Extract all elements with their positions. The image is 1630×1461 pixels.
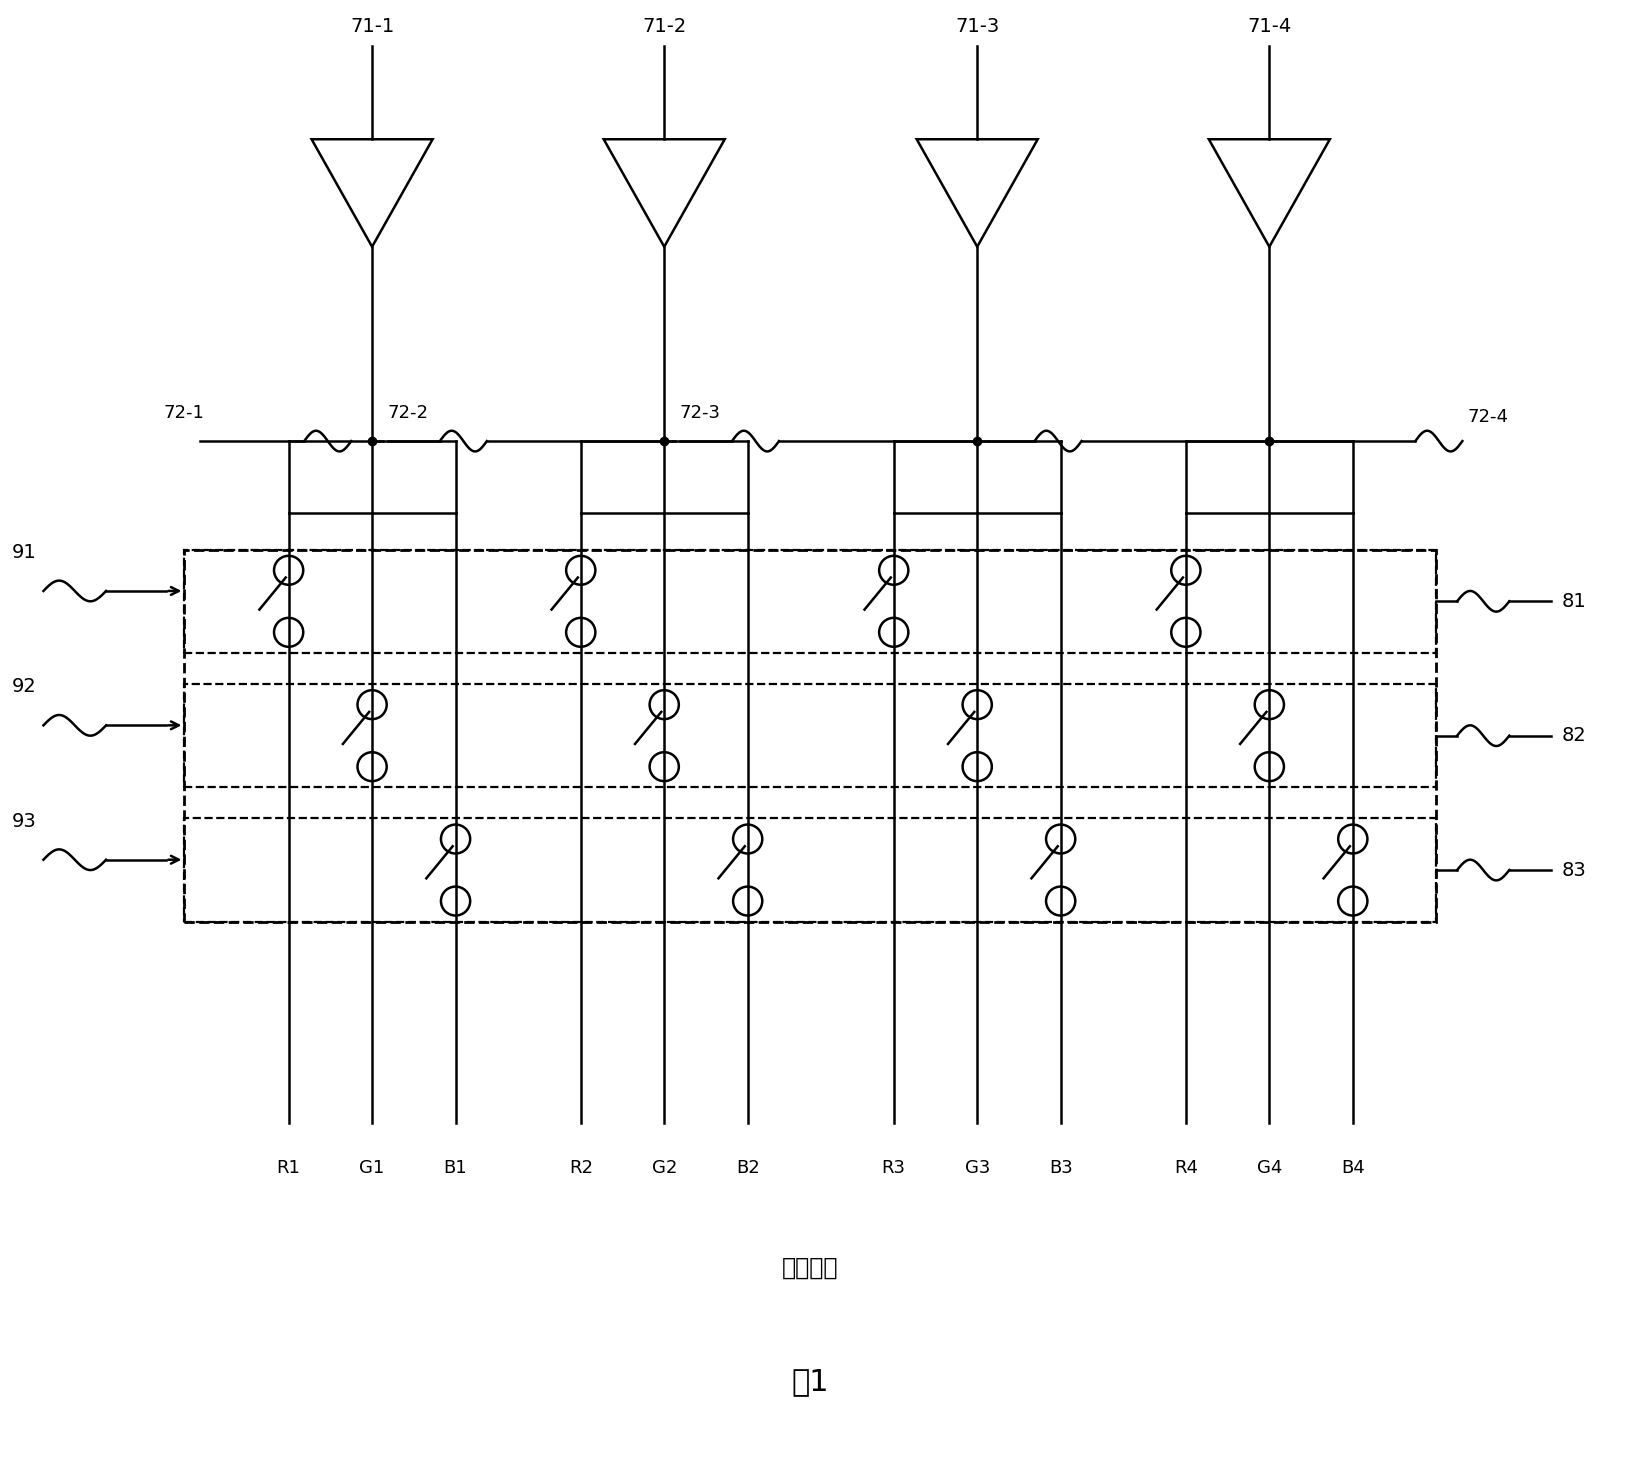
Text: 72-1: 72-1 xyxy=(163,405,204,422)
Text: 72-4: 72-4 xyxy=(1467,408,1508,425)
Polygon shape xyxy=(916,139,1037,247)
Text: G3: G3 xyxy=(963,1160,989,1178)
Text: 72-2: 72-2 xyxy=(388,405,429,422)
Text: 82: 82 xyxy=(1560,726,1586,745)
Polygon shape xyxy=(603,139,724,247)
Text: 72-3: 72-3 xyxy=(680,405,720,422)
Text: 83: 83 xyxy=(1560,861,1586,880)
Text: G4: G4 xyxy=(1255,1160,1281,1178)
Text: G1: G1 xyxy=(359,1160,385,1178)
Text: 71-4: 71-4 xyxy=(1247,18,1291,37)
Text: 71-1: 71-1 xyxy=(350,18,394,37)
Polygon shape xyxy=(1208,139,1328,247)
Text: G2: G2 xyxy=(650,1160,676,1178)
Bar xyxy=(184,549,1436,653)
Text: B4: B4 xyxy=(1340,1160,1364,1178)
Text: R1: R1 xyxy=(277,1160,300,1178)
Text: 93: 93 xyxy=(11,812,37,831)
Text: B1: B1 xyxy=(443,1160,468,1178)
Text: R4: R4 xyxy=(1174,1160,1196,1178)
Text: 图1: 图1 xyxy=(791,1367,828,1397)
Text: R2: R2 xyxy=(569,1160,592,1178)
Text: 91: 91 xyxy=(11,543,37,562)
Text: R3: R3 xyxy=(882,1160,905,1178)
Text: 81: 81 xyxy=(1560,592,1586,611)
Text: B3: B3 xyxy=(1048,1160,1073,1178)
Polygon shape xyxy=(311,139,432,247)
Bar xyxy=(184,684,1436,787)
Bar xyxy=(184,818,1436,922)
Text: 71-2: 71-2 xyxy=(642,18,686,37)
Bar xyxy=(184,549,1436,922)
Text: 92: 92 xyxy=(11,678,37,697)
Text: 现有技术: 现有技术 xyxy=(781,1256,838,1280)
Text: 71-3: 71-3 xyxy=(955,18,999,37)
Text: B2: B2 xyxy=(735,1160,760,1178)
